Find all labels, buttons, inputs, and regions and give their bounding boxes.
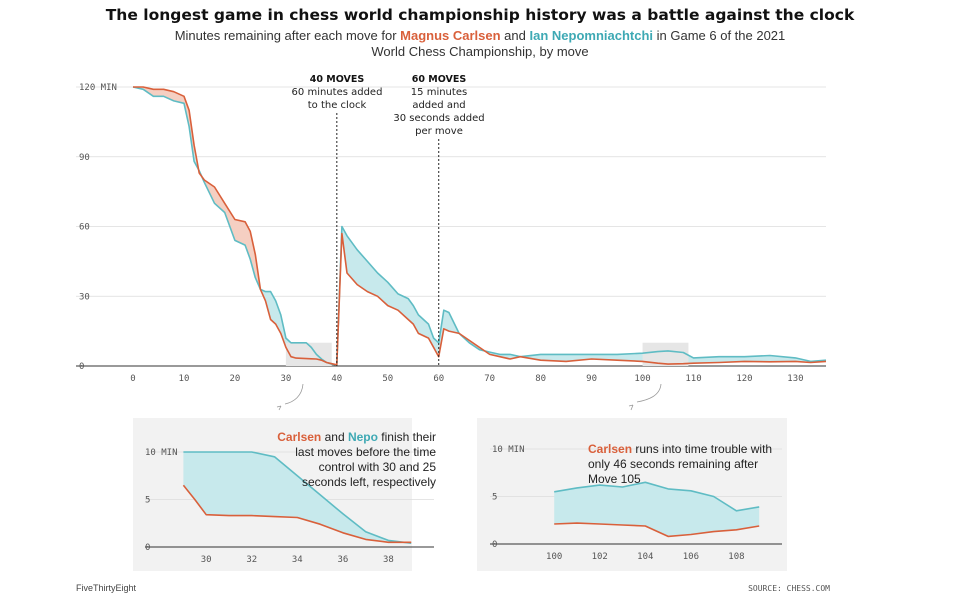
x-tick-label-50: 50 [382, 374, 393, 384]
x-tick-label-40: 40 [331, 374, 342, 384]
inset2-note: Carlsen runs into time trouble with only… [588, 442, 784, 487]
x-tick-label-80: 80 [535, 374, 546, 384]
x-tick-label-38: 38 [383, 555, 394, 565]
x-tick-label-100: 100 [546, 552, 562, 562]
inset2-note-rest: runs into time trouble with only 46 seco… [588, 442, 773, 486]
x-tick-label-60: 60 [433, 374, 444, 384]
x-tick-label-110: 110 [685, 374, 701, 384]
carlsen-line [554, 522, 760, 538]
y-tick-label-0: 0 [492, 540, 497, 550]
annotation-60-title: 60 MOVES [412, 74, 467, 85]
carlsen-line [182, 484, 412, 544]
y-tick-label-5: 5 [492, 493, 497, 503]
y-tick-label-0: 0 [79, 362, 84, 372]
subtitle-carlsen: Magnus Carlsen [400, 28, 501, 43]
annotation-40-line1: 60 minutes added [292, 87, 383, 98]
x-tick-label-108: 108 [728, 552, 744, 562]
subtitle-part2: in Game 6 of the 2021 World Chess Champi… [371, 28, 786, 59]
annotation-60-line4: per move [415, 126, 463, 137]
y-tick-label-30: 30 [79, 292, 90, 302]
footer-source: SOURCE: CHESS.COM [748, 584, 830, 593]
nepo-line [132, 86, 827, 366]
inset1-note-carlsen: Carlsen [277, 430, 322, 444]
y-tick-label-60: 60 [79, 223, 90, 233]
subtitle-part1: Minutes remaining after each move for [174, 28, 401, 43]
annotations: 40 MOVES 60 minutes added to the clock 6… [276, 74, 662, 411]
subtitle-and: and [500, 28, 530, 43]
y-tick-label-120: 120 MIN [79, 83, 117, 93]
annotation-40-line2: to the clock [308, 100, 367, 111]
inset1-note-nepo: Nepo [347, 430, 378, 444]
y-tick-label-10: 10 MIN [145, 448, 178, 458]
main-chart: 0 30 60 90 120 MIN 0 10 20 30 40 50 60 70 80 90 100 110 1… [76, 83, 827, 384]
arrow-head-1 [276, 405, 282, 411]
x-tick-label-104: 104 [637, 552, 653, 562]
y-tick-label-0: 0 [145, 543, 150, 553]
x-tick-label-34: 34 [292, 555, 303, 565]
subtitle-nepo: Ian Nepomniachtchi [529, 28, 654, 43]
annotation-60-line2: added and [412, 100, 465, 111]
chart-subtitle: Minutes remaining after each move for Ma… [170, 28, 790, 60]
y-tick-label-10: 10 MIN [492, 445, 525, 455]
x-tick-label-30: 30 [280, 374, 291, 384]
y-tick-label-5: 5 [145, 496, 150, 506]
x-tick-label-36: 36 [337, 555, 348, 565]
carlsen-line [133, 86, 827, 366]
nepo-line [554, 481, 760, 512]
x-tick-label-0: 0 [130, 374, 135, 384]
x-tick-label-30: 30 [201, 555, 212, 565]
annotation-60-line3: 30 seconds added [393, 113, 484, 124]
inset1-note: Carlsen and Nepo finish their last moves… [272, 430, 436, 490]
y-tick-label-90: 90 [79, 153, 90, 163]
x-tick-label-130: 130 [787, 374, 803, 384]
carlsen-lead-fill [204, 180, 261, 290]
arrow-connector-2 [636, 383, 662, 403]
inset1-note-rest: finish their last moves before the time … [295, 430, 436, 489]
inset2-chart: 0 5 10 MIN 100 102 104 106 108 [490, 445, 782, 562]
x-tick-label-32: 32 [246, 555, 257, 565]
gap-fill [183, 452, 412, 544]
zoom-highlight-2 [642, 342, 689, 366]
x-tick-label-90: 90 [586, 374, 597, 384]
nepo-line [183, 451, 412, 544]
x-tick-label-100: 100 [634, 374, 650, 384]
annotation-60-line1: 15 minutes [411, 87, 467, 98]
footer-logo: FiveThirtyEight [76, 583, 137, 593]
inset2-note-carlsen: Carlsen [588, 442, 633, 456]
x-tick-label-106: 106 [683, 552, 699, 562]
annotation-40-title: 40 MOVES [310, 74, 365, 85]
x-tick-label-120: 120 [736, 374, 752, 384]
x-tick-label-10: 10 [179, 374, 190, 384]
chart-title: The longest game in chess world champion… [105, 6, 855, 24]
x-tick-label-102: 102 [592, 552, 608, 562]
inset1-chart: 0 5 10 MIN 30 32 34 36 38 [145, 448, 434, 565]
x-tick-label-20: 20 [229, 374, 240, 384]
arrow-head-2 [628, 404, 634, 411]
x-tick-label-70: 70 [484, 374, 495, 384]
arrow-connector-1 [284, 383, 304, 405]
inset1-note-and: and [321, 430, 348, 444]
